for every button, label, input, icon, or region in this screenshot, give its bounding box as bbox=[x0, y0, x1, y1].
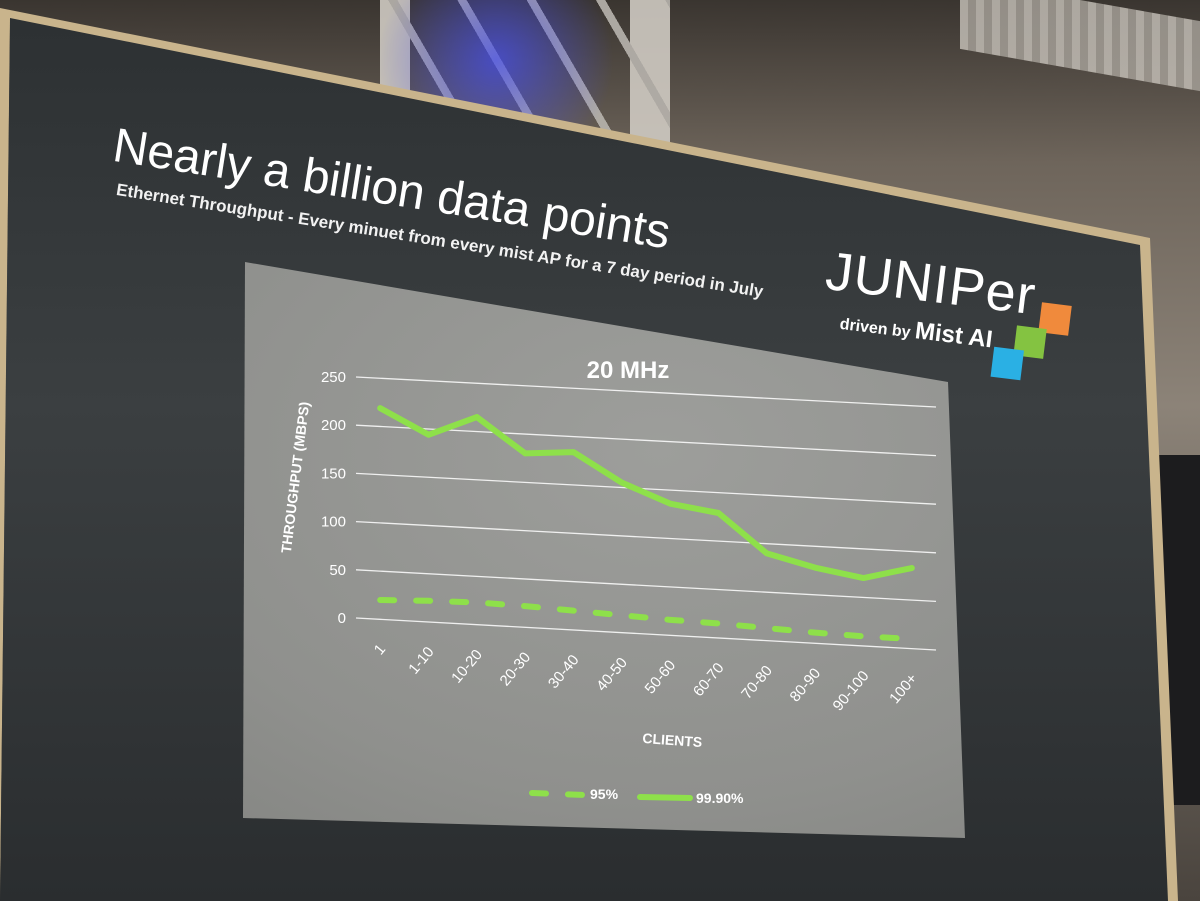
x-axis-label: CLIENTS bbox=[642, 730, 703, 750]
gridline bbox=[355, 424, 937, 457]
y-tick-label: 0 bbox=[338, 610, 346, 627]
x-tick-label: 1-10 bbox=[405, 644, 437, 678]
x-tick-label: 70-80 bbox=[738, 662, 776, 702]
legend-swatch bbox=[637, 794, 693, 801]
x-tick-label: 80-90 bbox=[787, 665, 825, 705]
legend-label: 99.90% bbox=[696, 790, 744, 806]
x-tick-label: 20-30 bbox=[497, 649, 535, 689]
gridline bbox=[355, 376, 937, 408]
x-tick-label: 40-50 bbox=[593, 654, 631, 694]
x-tick-label: 60-70 bbox=[690, 660, 728, 700]
x-tick-label: 1 bbox=[371, 641, 389, 658]
chart-legend: 95% 99.90% bbox=[529, 786, 744, 806]
x-tick-label: 10-20 bbox=[448, 646, 486, 686]
y-tick-labels: 0 50 100 150 200 250 bbox=[321, 369, 346, 627]
chart-gridlines bbox=[355, 376, 937, 651]
y-tick-label: 150 bbox=[321, 465, 346, 482]
y-tick-label: 250 bbox=[321, 369, 346, 386]
legend-swatch bbox=[529, 790, 587, 798]
gridline bbox=[355, 617, 937, 651]
y-tick-label: 50 bbox=[329, 562, 346, 579]
y-tick-label: 100 bbox=[321, 514, 346, 531]
x-tick-label: 50-60 bbox=[642, 657, 680, 697]
x-tick-label: 90-100 bbox=[830, 668, 873, 715]
series-line-95 bbox=[377, 597, 915, 642]
x-tick-label: 100+ bbox=[886, 670, 921, 707]
gridline bbox=[355, 569, 937, 603]
gridline bbox=[355, 472, 937, 505]
chart-title: 20 MHz bbox=[587, 357, 670, 384]
x-tick-label: 30-40 bbox=[545, 652, 583, 692]
chart-series bbox=[377, 405, 915, 642]
legend-label: 95% bbox=[590, 786, 619, 802]
y-axis-label: THROUGHPUT (MBPS) bbox=[278, 401, 312, 554]
series-line-99-90 bbox=[377, 405, 915, 582]
gridline bbox=[355, 520, 937, 554]
y-tick-label: 200 bbox=[321, 417, 346, 434]
x-tick-labels: 1 1-10 10-20 20-30 30-40 40-50 50-60 60-70 70-80… bbox=[371, 641, 921, 714]
